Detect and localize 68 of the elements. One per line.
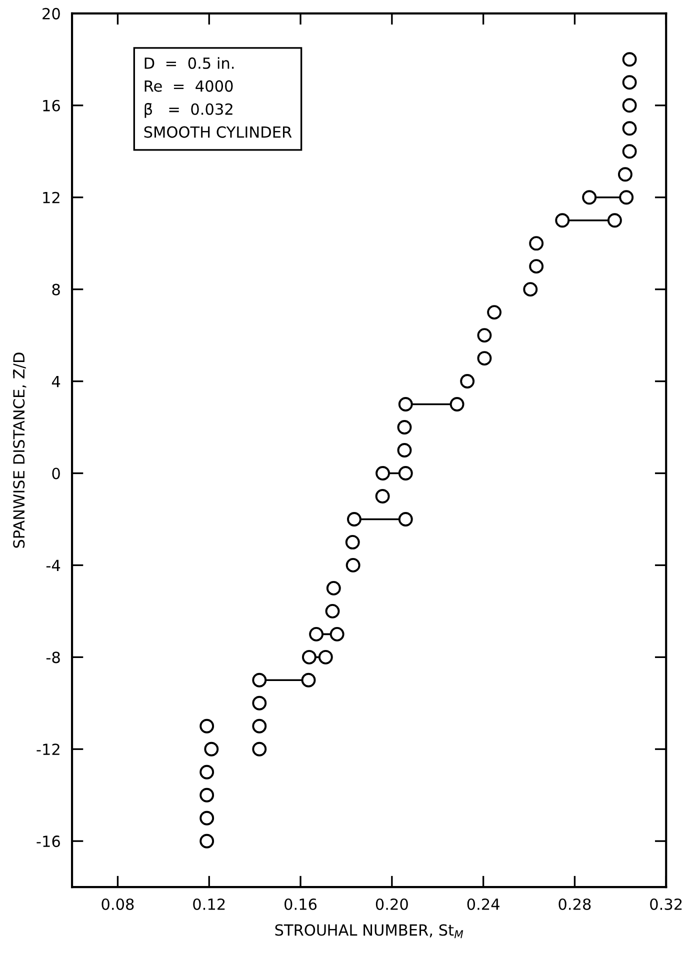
point [309,626,324,642]
y-tick-label: 16 [43,100,60,112]
point [622,52,637,67]
point [450,397,464,412]
point [252,742,267,756]
point [200,764,214,780]
point [460,374,475,389]
x-tick-label: 0.28 [558,898,591,910]
point [397,443,412,458]
point [487,305,502,320]
x-tick-label: 0.08 [102,898,134,910]
point [398,466,413,480]
point [318,650,333,664]
point [200,788,214,802]
point [622,75,637,90]
point [204,742,219,756]
x-tick-label: 0.12 [193,898,225,910]
point [200,810,214,826]
annotation: SMOOTH CYLINDER [144,126,292,138]
y-tick-label: 4 [52,376,60,388]
annotation: β̄ = 0.032 [144,103,232,118]
y-tick-label: -12 [36,744,60,755]
point [529,236,544,251]
point [200,834,214,848]
point [252,696,267,710]
point [619,190,634,205]
point [529,259,544,274]
point [326,580,341,596]
point [376,466,390,480]
point [523,282,538,297]
annotation: Re = 4000 [144,80,233,92]
x-tick-label: 0.32 [650,898,682,910]
x-tick-label: 0.24 [467,898,500,910]
y-tick-label: -4 [46,560,60,572]
point [200,718,214,734]
y-tick-label: 12 [43,192,60,204]
y-tick-label: -16 [36,836,60,848]
point [397,420,412,434]
point [346,512,362,526]
point [622,144,637,159]
point [346,558,360,572]
y-axis-title: SPANWISE DISTANCE, Z̄/D [13,352,26,548]
x-tick-label: 0.16 [284,898,317,910]
x-tick-label: 0.20 [376,898,408,910]
point [618,167,632,182]
point [398,397,413,412]
point [622,98,637,113]
point [330,626,344,642]
point [555,213,570,228]
y-tick-label: -8 [46,652,60,664]
y-tick-label: 0 [52,468,60,480]
point [325,604,340,618]
point [477,328,492,343]
point [252,718,267,734]
point [398,512,413,526]
y-tick-label: 8 [52,284,60,296]
annotation: D = 0.5 in. [144,57,234,69]
point [607,213,622,228]
point [477,351,492,366]
point [302,650,316,664]
point [252,672,267,688]
y-tick-label: 20 [42,8,60,20]
point [582,190,597,205]
x-axis-title: STROUHAL NUMBER, St$_{M}$ [275,924,464,938]
point [622,121,637,136]
point [345,534,360,550]
point [301,672,316,688]
point [375,489,390,504]
